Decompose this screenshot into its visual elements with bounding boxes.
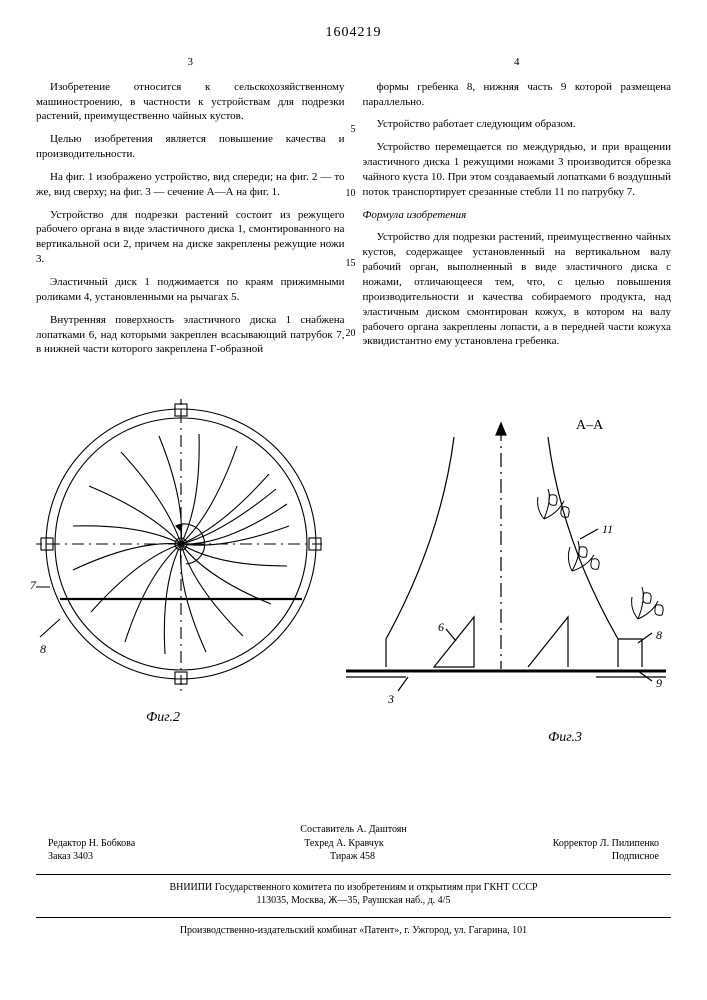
subscription: Подписное [612, 850, 659, 864]
compiler: Составитель А. Даштоян [36, 823, 671, 837]
separator [36, 917, 671, 918]
para: Устройство для подрезки растений состоит… [36, 208, 345, 267]
imprint-line: Производственно-издательский комбинат «П… [36, 924, 671, 937]
para-claim: Устройство для подрезки растений, преиму… [363, 230, 672, 349]
para: Эластичный диск 1 поджимается по краям п… [36, 275, 345, 305]
para: На фиг. 1 изображено устройство, вид спе… [36, 170, 345, 200]
ref-8: 8 [40, 641, 46, 657]
col-header-left: 3 [36, 55, 345, 70]
right-column: 4 формы гребенка 8, нижняя часть 9 котор… [363, 55, 672, 365]
para: Устройство работает следующим образом. [363, 117, 672, 132]
ref-6: 6 [438, 619, 444, 635]
col-header-right: 4 [363, 55, 672, 70]
ref-7: 7 [30, 577, 36, 593]
fig3-label: Фиг.3 [548, 729, 582, 748]
ref-3: 3 [388, 691, 394, 707]
para: формы гребенка 8, нижняя часть 9 которой… [363, 80, 672, 110]
formula-heading: Формула изобретения [363, 208, 672, 223]
imprint-block: ВНИИПИ Государственного комитета по изоб… [36, 881, 671, 907]
tirazh: Тираж 458 [330, 850, 375, 864]
para: Изобретение относится к сельскохозяйстве… [36, 80, 345, 125]
techred: Техред А. Кравчук [304, 837, 384, 851]
section-label: А–А [576, 417, 603, 436]
para: Целью изобретения является повышение кач… [36, 132, 345, 162]
left-column: 3 Изобретение относится к сельскохозяйст… [36, 55, 345, 365]
ref-9: 9 [656, 675, 662, 691]
imprint-line: 113035, Москва, Ж—35, Раушская наб., д. … [36, 894, 671, 907]
para: Внутренняя поверхность эластичного диска… [36, 313, 345, 358]
document-number: 1604219 [36, 24, 671, 43]
imprint-block-2: Производственно-издательский комбинат «П… [36, 924, 671, 937]
ref-8b: 8 [656, 627, 662, 643]
credits-block: Составитель А. Даштоян Редактор Н. Бобко… [36, 823, 671, 864]
para: Устройство перемещается по междурядью, и… [363, 140, 672, 199]
figures-block: 7 8 Фиг.2 [36, 379, 671, 799]
order: Заказ 3403 [48, 850, 93, 864]
figure-2 [36, 399, 326, 699]
ref-11: 11 [602, 521, 613, 537]
fig2-label: Фиг.2 [146, 709, 180, 728]
separator [36, 874, 671, 875]
figure-3 [346, 419, 666, 729]
imprint-line: ВНИИПИ Государственного комитета по изоб… [36, 881, 671, 894]
editor: Редактор Н. Бобкова [48, 837, 135, 851]
corrector: Корректор Л. Пилипенко [553, 837, 659, 851]
